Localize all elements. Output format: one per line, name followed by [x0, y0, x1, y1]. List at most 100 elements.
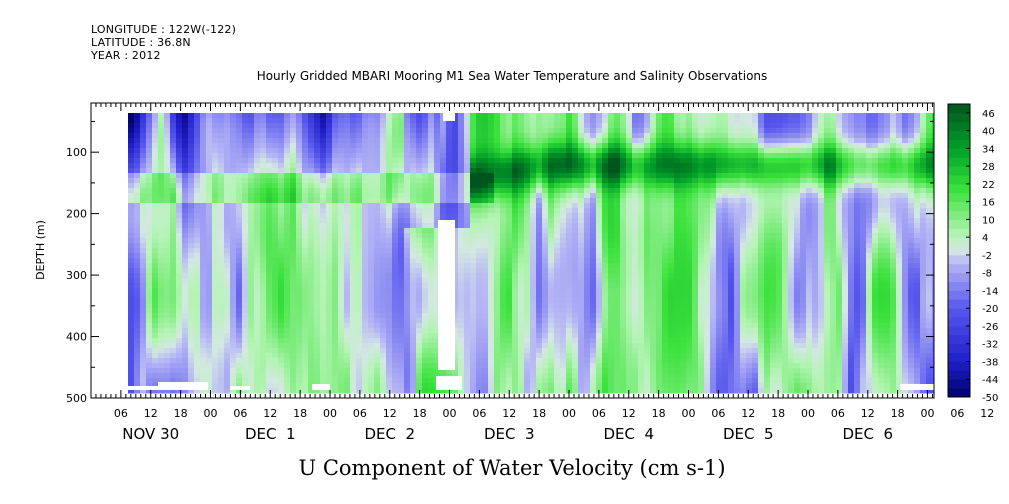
x-hour-label: 12	[502, 407, 516, 420]
colorbar-segment	[948, 317, 970, 327]
colorbar-segment	[948, 254, 970, 265]
colorbar-segment	[948, 263, 970, 274]
colorbar-segment	[948, 192, 970, 203]
x-hour-label: 12	[980, 407, 994, 420]
x-hour-label: 12	[741, 407, 755, 420]
x-day-label: DEC 5	[723, 425, 774, 443]
y-tick-label: 400	[66, 331, 87, 344]
longitude-label: LONGITUDE : 122W(-122)	[91, 23, 237, 36]
colorbar-segment	[948, 228, 970, 238]
plot-frame	[90, 102, 935, 399]
x-hour-label: 18	[532, 407, 546, 420]
colorbar-segment	[948, 299, 970, 309]
colorbar-label: -2	[982, 251, 992, 262]
colorbar-segment	[948, 361, 970, 371]
x-hour-label: 12	[622, 407, 636, 420]
colorbar-label: -14	[982, 286, 998, 297]
x-hour-label: 12	[144, 407, 158, 420]
x-hour-label: 12	[861, 407, 875, 420]
x-hour-label: 18	[652, 407, 666, 420]
x-hour-label: 06	[472, 407, 486, 420]
colorbar-segment	[948, 334, 970, 345]
x-hour-label: 06	[592, 407, 606, 420]
colorbar-segment	[948, 104, 970, 114]
y-tick-label: 200	[66, 208, 87, 221]
x-day-label: NOV 30	[122, 425, 179, 443]
x-hour-label: 18	[891, 407, 905, 420]
y-axis-title: DEPTH (m)	[34, 220, 47, 280]
x-day-label: DEC 3	[484, 425, 535, 443]
x-hour-label: 18	[413, 407, 427, 420]
colorbar-label: 46	[982, 109, 995, 120]
colorbar-segment	[948, 219, 970, 229]
x-hour-label: 06	[114, 407, 128, 420]
colorbar-label: 16	[982, 198, 995, 209]
colorbar-segment	[948, 148, 970, 158]
colorbar-frame	[947, 103, 971, 398]
colorbar-segment	[948, 290, 970, 300]
x-day-label: DEC 2	[364, 425, 415, 443]
x-day-label: DEC 4	[603, 425, 654, 443]
colorbar-segment	[948, 246, 970, 256]
x-hour-label: 18	[293, 407, 307, 420]
x-hour-label: 06	[950, 407, 964, 420]
heatmap-field	[128, 113, 934, 394]
x-hour-label: 00	[323, 407, 337, 420]
x-hour-label: 06	[831, 407, 845, 420]
colorbar-segment	[948, 112, 970, 123]
y-tick-label: 500	[66, 392, 87, 405]
x-hour-label: 00	[204, 407, 218, 420]
colorbar-segment	[948, 379, 970, 389]
colorbar-segment	[948, 370, 970, 380]
year-label: YEAR : 2012	[91, 49, 161, 62]
colorbar-label: 10	[982, 215, 995, 226]
colorbar-segment	[948, 157, 970, 167]
x-hour-label: 00	[921, 407, 935, 420]
y-tick-label: 300	[66, 269, 87, 282]
chart-title: Hourly Gridded MBARI Mooring M1 Sea Wate…	[257, 69, 768, 83]
x-hour-label: 12	[263, 407, 277, 420]
colorbar-segment	[948, 308, 970, 318]
colorbar-segment	[948, 352, 970, 362]
x-hour-label: 00	[682, 407, 696, 420]
colorbar-label: 34	[982, 144, 995, 155]
colorbar-label: 22	[982, 180, 995, 191]
colorbar-segment	[948, 272, 970, 282]
x-hour-label: 18	[771, 407, 785, 420]
colorbar-label: 4	[982, 233, 988, 244]
x-hour-label: 06	[711, 407, 725, 420]
colorbar: 46 40 34 28 22 16 10 4 -2 -8 -14 -20 -26 -32 -38 -44 -50	[947, 103, 998, 404]
x-hour-label: 12	[383, 407, 397, 420]
colorbar-segment	[948, 166, 970, 176]
colorbar-segment	[948, 237, 970, 247]
x-hour-label: 18	[174, 407, 188, 420]
x-day-label: DEC 6	[842, 425, 893, 443]
latitude-label: LATITUDE : 36.8N	[91, 36, 191, 49]
x-hour-label: 00	[562, 407, 576, 420]
colorbar-segment	[948, 201, 970, 211]
colorbar-segment	[948, 325, 970, 336]
colorbar-label: -38	[982, 357, 998, 368]
x-hour-label: 00	[443, 407, 457, 420]
x-hour-label: 06	[233, 407, 247, 420]
colorbar-segment	[948, 183, 970, 194]
colorbar-label: -20	[982, 304, 998, 315]
colorbar-segment	[948, 210, 970, 220]
colorbar-label: -50	[982, 393, 998, 404]
x-hour-label: 00	[801, 407, 815, 420]
colorbar-segment	[948, 130, 970, 140]
colorbar-segment	[948, 343, 970, 354]
colorbar-label: -32	[982, 340, 998, 351]
colorbar-segment	[948, 121, 970, 132]
colorbar-label: -26	[982, 322, 998, 333]
x-hour-label: 06	[353, 407, 367, 420]
x-axis-title: U Component of Water Velocity (cm s-1)	[298, 456, 725, 480]
colorbar-segment	[948, 388, 970, 398]
colorbar-segment	[948, 175, 970, 185]
colorbar-segment	[948, 139, 970, 149]
colorbar-segment	[948, 281, 970, 291]
colorbar-label: -44	[982, 375, 998, 386]
colorbar-label: 28	[982, 162, 995, 173]
